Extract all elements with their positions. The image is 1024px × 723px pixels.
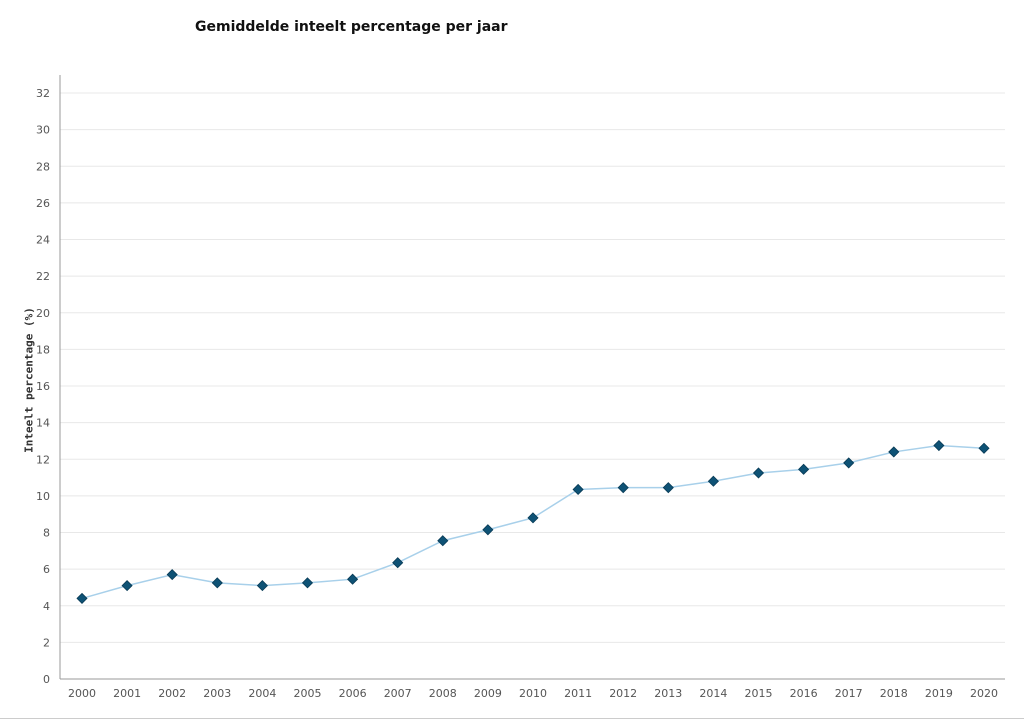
x-tick-label: 2013 bbox=[654, 687, 682, 700]
x-tick-label: 2011 bbox=[564, 687, 592, 700]
x-tick-label: 2010 bbox=[519, 687, 547, 700]
data-point bbox=[978, 442, 990, 454]
data-point bbox=[888, 446, 900, 458]
data-point bbox=[256, 580, 268, 592]
data-point bbox=[437, 535, 449, 547]
y-tick-label: 32 bbox=[36, 87, 50, 100]
x-tick-label: 2016 bbox=[790, 687, 818, 700]
data-point bbox=[707, 475, 719, 487]
data-point bbox=[572, 483, 584, 496]
data-point bbox=[76, 592, 88, 604]
data-point bbox=[617, 482, 629, 494]
y-tick-label: 20 bbox=[36, 307, 50, 320]
divider bbox=[0, 718, 1024, 719]
x-tick-label: 2007 bbox=[384, 687, 412, 700]
x-tick-label: 2005 bbox=[294, 687, 322, 700]
data-point bbox=[752, 467, 765, 479]
x-tick-label: 2009 bbox=[474, 687, 502, 700]
data-point bbox=[392, 557, 404, 569]
x-tick-label: 2006 bbox=[339, 687, 367, 700]
y-tick-label: 4 bbox=[43, 600, 50, 613]
x-tick-label: 2018 bbox=[880, 687, 908, 700]
data-point bbox=[662, 482, 674, 494]
data-point bbox=[166, 569, 178, 581]
y-tick-label: 22 bbox=[36, 270, 50, 283]
x-tick-label: 2012 bbox=[609, 687, 637, 700]
data-point bbox=[347, 573, 359, 585]
data-point bbox=[527, 512, 539, 524]
x-tick-label: 2014 bbox=[699, 687, 727, 700]
data-point bbox=[798, 463, 810, 475]
data-point bbox=[301, 577, 314, 589]
x-tick-label: 2015 bbox=[745, 687, 773, 700]
x-tick-label: 2017 bbox=[835, 687, 863, 700]
x-tick-label: 2004 bbox=[248, 687, 276, 700]
data-point bbox=[482, 524, 494, 536]
chart-title: Gemiddelde inteelt percentage per jaar bbox=[195, 19, 508, 35]
y-tick-label: 30 bbox=[36, 124, 50, 137]
data-point bbox=[121, 580, 133, 592]
x-tick-label: 2000 bbox=[68, 687, 96, 700]
y-tick-label: 2 bbox=[43, 636, 50, 649]
y-tick-label: 16 bbox=[36, 380, 50, 393]
x-tick-label: 2008 bbox=[429, 687, 457, 700]
x-tick-label: 2001 bbox=[113, 687, 141, 700]
y-tick-label: 28 bbox=[36, 160, 50, 173]
y-tick-label: 10 bbox=[36, 490, 50, 503]
x-tick-label: 2020 bbox=[970, 687, 998, 700]
y-tick-label: 6 bbox=[43, 563, 50, 576]
y-tick-label: 12 bbox=[36, 453, 50, 466]
x-tick-label: 2002 bbox=[158, 687, 186, 700]
y-tick-label: 26 bbox=[36, 197, 50, 210]
y-tick-label: 24 bbox=[36, 234, 50, 247]
y-tick-label: 8 bbox=[43, 527, 50, 540]
data-point bbox=[843, 457, 855, 469]
x-tick-label: 2019 bbox=[925, 687, 953, 700]
data-point bbox=[933, 439, 945, 452]
x-tick-label: 2003 bbox=[203, 687, 231, 700]
y-tick-label: 14 bbox=[36, 417, 50, 430]
y-tick-label: 0 bbox=[43, 673, 50, 686]
y-tick-label: 18 bbox=[36, 343, 50, 356]
data-point bbox=[211, 577, 223, 589]
